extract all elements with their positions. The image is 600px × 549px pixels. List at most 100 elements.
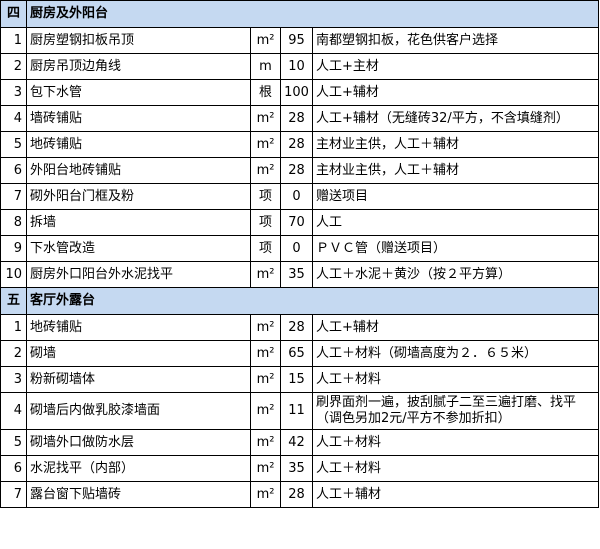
section-title: 厨房及外阳台 bbox=[25, 0, 600, 28]
unit: m² bbox=[250, 314, 281, 341]
section-title: 客厅外露台 bbox=[25, 287, 600, 315]
item-name: 砌墙 bbox=[26, 340, 251, 367]
unit: m² bbox=[250, 481, 281, 508]
note: 人工+辅材 bbox=[311, 314, 600, 341]
note: 人工+主材 bbox=[311, 53, 600, 80]
note: 人工＋材料 bbox=[311, 429, 600, 456]
unit: m² bbox=[250, 261, 281, 288]
quantity: 0 bbox=[280, 183, 313, 210]
unit: m² bbox=[250, 27, 281, 54]
section-row: 四厨房及外阳台 bbox=[0, 0, 600, 28]
quantity: 28 bbox=[280, 157, 313, 184]
item-row: 7 砌外阳台门框及粉项 0 赠送项目 bbox=[0, 183, 600, 210]
item-row: 4 砌墙后内做乳胶漆墙面 m² 11 刷界面剂一遍，披刮腻子二至三遍打磨、找平（调色另加… bbox=[0, 392, 600, 430]
item-name: 地砖铺贴 bbox=[26, 131, 251, 158]
note: 人工＋材料 bbox=[311, 455, 600, 482]
unit: m bbox=[250, 53, 281, 80]
quantity: 95 bbox=[280, 27, 313, 54]
quantity: 28 bbox=[280, 481, 313, 508]
item-name: 下水管改造 bbox=[26, 235, 251, 262]
unit: 根 bbox=[250, 79, 281, 106]
quantity: 28 bbox=[280, 131, 313, 158]
item-name: 砌墙外口做防水层 bbox=[26, 429, 251, 456]
row-number: 6 bbox=[0, 455, 27, 482]
quantity: 28 bbox=[280, 314, 313, 341]
note: 人工＋水泥＋黄沙（按２平方算） bbox=[311, 261, 600, 288]
item-row: 6 外阳台地砖铺贴 m² 28 主材业主供，人工＋辅材 bbox=[0, 157, 600, 184]
unit: m² bbox=[250, 105, 281, 132]
quantity: 15 bbox=[280, 366, 313, 393]
item-row: 5 砌墙外口做防水层 m² 42 人工＋材料 bbox=[0, 429, 600, 456]
unit: m² bbox=[250, 131, 281, 158]
note: 南都塑钢扣板，花色供客户选择 bbox=[311, 27, 600, 54]
quantity: 10 bbox=[280, 53, 313, 80]
item-row: 4 墙砖铺贴 m² 28 人工+辅材（无缝砖32/平方，不含填缝剂） bbox=[0, 105, 600, 132]
unit: 项 bbox=[250, 209, 281, 236]
unit: m² bbox=[250, 429, 281, 456]
row-number: 10 bbox=[0, 261, 27, 288]
item-row: 1 厨房塑钢扣板吊顶 m² 95 南都塑钢扣板，花色供客户选择 bbox=[0, 27, 600, 54]
quantity: 0 bbox=[280, 235, 313, 262]
note: 人工+辅材 bbox=[311, 79, 600, 106]
row-number: 1 bbox=[0, 314, 27, 341]
note: 人工＋材料（砌墙高度为２．６５米） bbox=[311, 340, 600, 367]
row-number: 2 bbox=[0, 340, 27, 367]
note: ＰＶＣ管（赠送项目） bbox=[311, 235, 600, 262]
section-row: 五客厅外露台 bbox=[0, 287, 600, 315]
row-number: 7 bbox=[0, 183, 27, 210]
item-row: 1 地砖铺贴 m² 28 人工+辅材 bbox=[0, 314, 600, 341]
item-row: 10 厨房外口阳台外水泥找平 m² 35 人工＋水泥＋黄沙（按２平方算） bbox=[0, 261, 600, 288]
note: 人工＋辅材 bbox=[311, 481, 600, 508]
item-name: 厨房塑钢扣板吊顶 bbox=[26, 27, 251, 54]
quantity: 11 bbox=[280, 392, 313, 430]
item-row: 2 厨房吊顶边角线 m 10 人工+主材 bbox=[0, 53, 600, 80]
row-number: 6 bbox=[0, 157, 27, 184]
item-name: 厨房吊顶边角线 bbox=[26, 53, 251, 80]
note: 主材业主供，人工＋辅材 bbox=[311, 131, 600, 158]
item-row: 9 下水管改造项 0 ＰＶＣ管（赠送项目） bbox=[0, 235, 600, 262]
unit: m² bbox=[250, 392, 281, 430]
row-number: 2 bbox=[0, 53, 27, 80]
unit: m² bbox=[250, 366, 281, 393]
quantity: 35 bbox=[280, 261, 313, 288]
quantity: 70 bbox=[280, 209, 313, 236]
unit: m² bbox=[250, 157, 281, 184]
item-name: 水泥找平（内部） bbox=[26, 455, 251, 482]
item-name: 砌外阳台门框及粉 bbox=[26, 183, 251, 210]
quantity: 35 bbox=[280, 455, 313, 482]
quantity: 42 bbox=[280, 429, 313, 456]
item-name: 厨房外口阳台外水泥找平 bbox=[26, 261, 251, 288]
unit: m² bbox=[250, 455, 281, 482]
item-name: 砌墙后内做乳胶漆墙面 bbox=[26, 392, 251, 430]
note: 刷界面剂一遍，披刮腻子二至三遍打磨、找平（调色另加2元/平方不参加折扣） bbox=[311, 392, 600, 430]
item-name: 拆墙 bbox=[26, 209, 251, 236]
row-number: 9 bbox=[0, 235, 27, 262]
item-row: 3 包下水管根 100 人工+辅材 bbox=[0, 79, 600, 106]
section-number: 五 bbox=[0, 287, 27, 315]
item-row: 2 砌墙 m² 65 人工＋材料（砌墙高度为２．６５米） bbox=[0, 340, 600, 367]
note: 赠送项目 bbox=[311, 183, 600, 210]
item-row: 7 露台窗下贴墙砖 m² 28 人工＋辅材 bbox=[0, 481, 600, 508]
note: 人工 bbox=[311, 209, 600, 236]
quantity: 100 bbox=[280, 79, 313, 106]
row-number: 5 bbox=[0, 131, 27, 158]
row-number: 3 bbox=[0, 366, 27, 393]
quantity: 28 bbox=[280, 105, 313, 132]
unit: m² bbox=[250, 340, 281, 367]
table-body: 四厨房及外阳台 1 厨房塑钢扣板吊顶 m² 95 南都塑钢扣板，花色供客户选择 2 厨房吊顶边… bbox=[0, 0, 600, 508]
item-row: 3 粉新砌墙体 m² 15 人工＋材料 bbox=[0, 366, 600, 393]
note: 主材业主供，人工＋辅材 bbox=[311, 157, 600, 184]
item-name: 露台窗下贴墙砖 bbox=[26, 481, 251, 508]
note: 人工+辅材（无缝砖32/平方，不含填缝剂） bbox=[311, 105, 600, 132]
quote-table: 四厨房及外阳台 1 厨房塑钢扣板吊顶 m² 95 南都塑钢扣板，花色供客户选择 2 厨房吊顶边… bbox=[0, 0, 600, 508]
item-name: 包下水管 bbox=[26, 79, 251, 106]
note: 人工＋材料 bbox=[311, 366, 600, 393]
row-number: 5 bbox=[0, 429, 27, 456]
item-row: 8 拆墙项 70 人工 bbox=[0, 209, 600, 236]
row-number: 7 bbox=[0, 481, 27, 508]
item-name: 外阳台地砖铺贴 bbox=[26, 157, 251, 184]
row-number: 3 bbox=[0, 79, 27, 106]
item-name: 墙砖铺贴 bbox=[26, 105, 251, 132]
section-number: 四 bbox=[0, 0, 27, 28]
